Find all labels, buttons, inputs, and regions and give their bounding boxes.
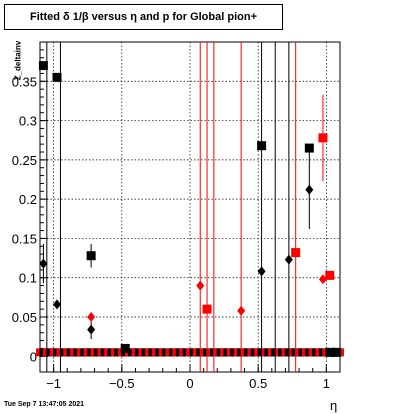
y-tick-label: 0.15 [12,231,37,246]
x-tick-label: 0.5 [249,376,267,391]
axis-layer: −1 −0.5 0 0.5 1 0 0.05 0.1 0.15 0.2 0.25 0.3 0.35 [12,41,341,391]
grid-layer [40,42,340,372]
y-tick-label: 0.3 [19,114,37,129]
baseline-band [36,348,344,357]
diamond-marker [87,312,96,322]
square-marker [202,304,212,314]
error-bars-layer [42,42,324,372]
chart-title: Fitted δ 1/β versus η and p for Global p… [4,4,283,30]
diamond-marker [53,299,62,310]
date-stamp: Tue Sep 7 13:47:05 2021 [4,401,85,408]
y-tick-label: 0.05 [12,310,37,325]
y-tick-label: 0.2 [19,192,37,207]
diamond-marker [329,347,338,358]
diamond-marker [305,184,314,195]
square-marker [304,143,314,153]
y-tick-label: 0.25 [12,153,37,168]
x-tick-label: −1 [46,376,61,391]
square-marker [86,251,96,261]
diamond-marker [39,258,48,269]
square-marker [325,270,335,280]
diamond-marker [318,274,327,285]
diamond-marker [257,266,266,277]
diamond-marker [237,305,246,316]
y-tick-label: 0.35 [12,74,37,89]
y-tick-label: 0 [30,349,37,364]
diamond-marker [196,280,205,291]
y-axis-label: Z_deltainv [13,40,23,81]
y-tick-label: 0.1 [19,271,37,286]
x-axis-label: η [330,398,338,413]
diamond-marker [87,324,96,335]
square-marker [318,133,328,143]
x-tick-label: 0 [186,376,193,391]
square-marker [257,141,267,151]
diamond-marker [284,254,293,265]
x-tick-label: 1 [323,376,330,391]
square-marker [291,248,301,258]
points-layer [38,61,342,358]
square-marker [120,343,130,353]
square-marker [52,72,62,82]
square-marker [38,61,48,71]
x-tick-label: −0.5 [109,376,135,391]
